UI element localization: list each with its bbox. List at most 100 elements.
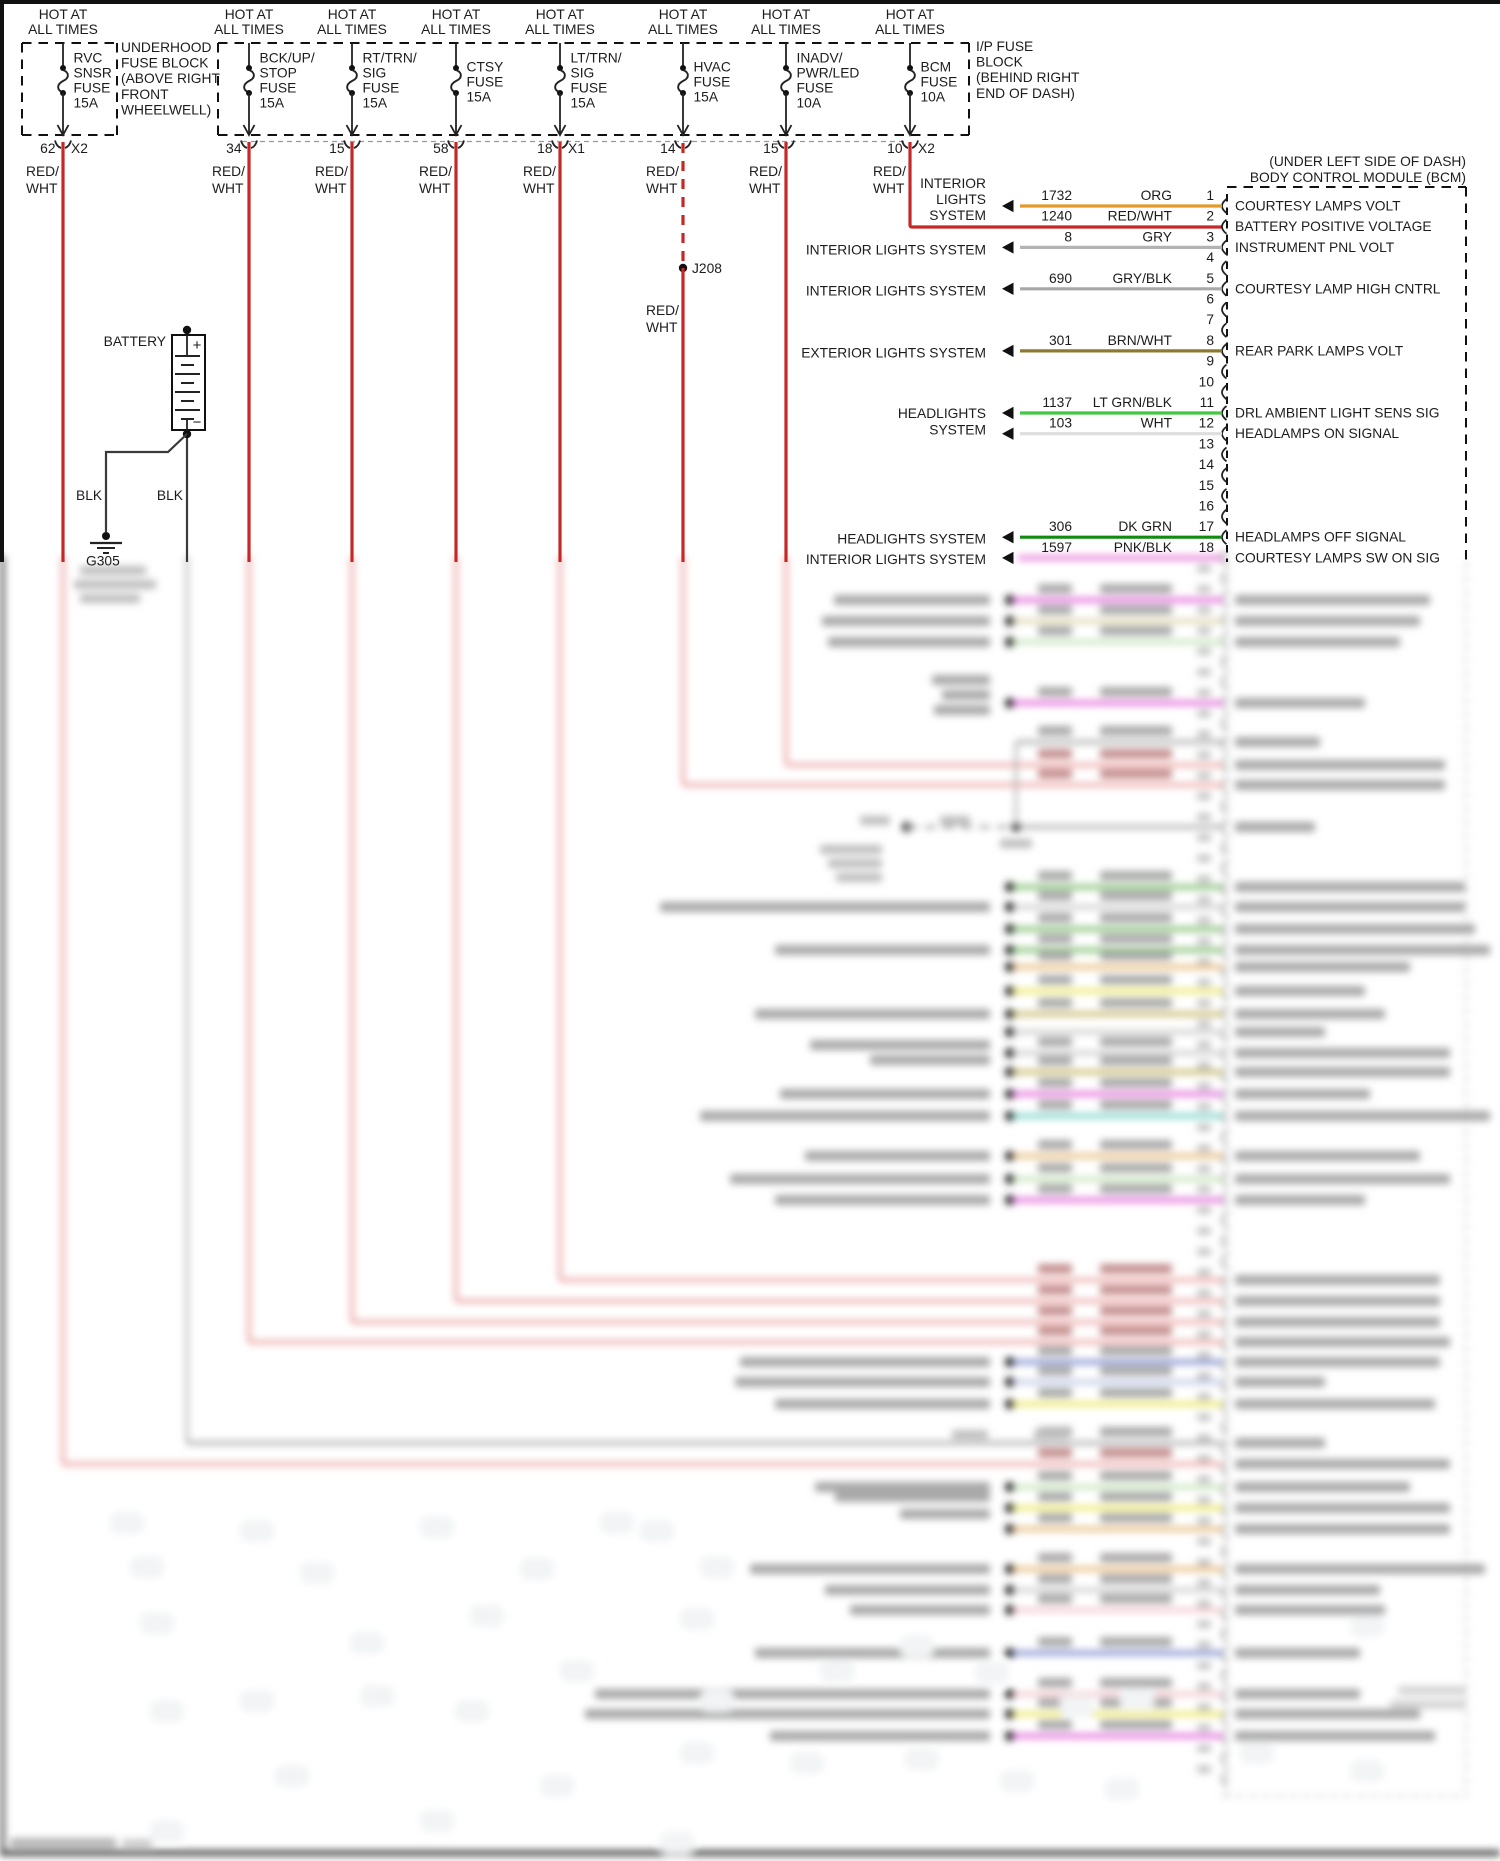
svg-text:GRY: GRY xyxy=(1142,229,1172,244)
svg-text:(UNDER LEFT SIDE OF DASH): (UNDER LEFT SIDE OF DASH) xyxy=(1269,154,1466,169)
svg-text:−: − xyxy=(193,414,202,431)
svg-text:SYSTEM: SYSTEM xyxy=(929,208,986,223)
svg-text:RVC: RVC xyxy=(74,51,103,66)
svg-text:(ABOVE RIGHT: (ABOVE RIGHT xyxy=(121,71,220,86)
svg-text:RED/: RED/ xyxy=(26,164,59,179)
svg-text:16: 16 xyxy=(1199,499,1215,514)
svg-text:FUSE: FUSE xyxy=(694,75,731,90)
svg-text:3: 3 xyxy=(1206,229,1214,244)
svg-text:(BEHIND RIGHT: (BEHIND RIGHT xyxy=(976,70,1080,85)
svg-text:EXTERIOR LIGHTS SYSTEM: EXTERIOR LIGHTS SYSTEM xyxy=(801,346,986,361)
svg-text:RED/: RED/ xyxy=(212,164,245,179)
svg-text:LIGHTS: LIGHTS xyxy=(936,192,986,207)
svg-text:SNSR: SNSR xyxy=(74,66,112,81)
svg-text:WHT: WHT xyxy=(315,181,347,196)
svg-text:FUSE: FUSE xyxy=(363,81,400,96)
svg-text:END OF DASH): END OF DASH) xyxy=(976,86,1075,101)
svg-text:WHT: WHT xyxy=(523,181,555,196)
svg-text:14: 14 xyxy=(1199,457,1215,472)
svg-text:HEADLIGHTS: HEADLIGHTS xyxy=(898,406,986,421)
svg-text:HVAC: HVAC xyxy=(694,60,731,75)
svg-text:1597: 1597 xyxy=(1041,540,1072,555)
svg-text:SIG: SIG xyxy=(571,66,595,81)
svg-text:8: 8 xyxy=(1206,333,1214,348)
svg-text:GRY/BLK: GRY/BLK xyxy=(1112,271,1172,286)
svg-text:WHEELWELL): WHEELWELL) xyxy=(121,102,211,117)
svg-text:HOT AT: HOT AT xyxy=(659,7,708,22)
svg-text:15A: 15A xyxy=(467,90,492,105)
svg-text:13: 13 xyxy=(1199,436,1215,451)
svg-text:I/P FUSE: I/P FUSE xyxy=(976,39,1033,54)
svg-text:G305: G305 xyxy=(86,554,120,569)
svg-text:15A: 15A xyxy=(571,96,596,111)
svg-text:ALL TIMES: ALL TIMES xyxy=(525,22,595,37)
svg-text:103: 103 xyxy=(1049,416,1072,431)
svg-text:RT/TRN/: RT/TRN/ xyxy=(363,51,417,66)
svg-text:SYSTEM: SYSTEM xyxy=(929,423,986,438)
svg-text:690: 690 xyxy=(1049,271,1072,286)
svg-text:301: 301 xyxy=(1049,333,1072,348)
svg-text:ALL TIMES: ALL TIMES xyxy=(421,22,491,37)
svg-text:COURTESY LAMPS SW ON SIG: COURTESY LAMPS SW ON SIG xyxy=(1235,550,1440,565)
svg-text:58: 58 xyxy=(433,141,449,156)
svg-text:INTERIOR LIGHTS SYSTEM: INTERIOR LIGHTS SYSTEM xyxy=(806,243,986,258)
svg-text:HEADLIGHTS SYSTEM: HEADLIGHTS SYSTEM xyxy=(837,532,986,547)
svg-text:2: 2 xyxy=(1206,209,1214,224)
svg-text:LT/TRN/: LT/TRN/ xyxy=(571,51,622,66)
svg-text:ALL TIMES: ALL TIMES xyxy=(751,22,821,37)
svg-text:4: 4 xyxy=(1206,250,1214,265)
svg-text:306: 306 xyxy=(1049,519,1072,534)
svg-text:9: 9 xyxy=(1206,354,1214,369)
svg-text:8: 8 xyxy=(1064,229,1072,244)
svg-text:10A: 10A xyxy=(921,90,946,105)
svg-text:15: 15 xyxy=(1199,478,1215,493)
svg-text:X1: X1 xyxy=(568,141,585,156)
svg-text:HOT AT: HOT AT xyxy=(39,7,88,22)
svg-text:BCK/UP/: BCK/UP/ xyxy=(260,51,315,66)
svg-text:X2: X2 xyxy=(918,141,935,156)
svg-text:BODY CONTROL MODULE (BCM): BODY CONTROL MODULE (BCM) xyxy=(1250,170,1466,185)
svg-text:11: 11 xyxy=(1200,395,1214,410)
svg-text:ALL TIMES: ALL TIMES xyxy=(875,22,945,37)
svg-text:15A: 15A xyxy=(694,90,719,105)
svg-text:WHT: WHT xyxy=(873,181,905,196)
svg-text:15: 15 xyxy=(329,141,345,156)
svg-text:34: 34 xyxy=(226,141,242,156)
svg-text:FUSE BLOCK: FUSE BLOCK xyxy=(121,56,209,71)
svg-text:15: 15 xyxy=(763,141,779,156)
svg-text:RED/: RED/ xyxy=(419,164,452,179)
svg-text:LT GRN/BLK: LT GRN/BLK xyxy=(1093,395,1173,410)
svg-text:14: 14 xyxy=(660,141,676,156)
svg-text:DRL AMBIENT LIGHT SENS SIG: DRL AMBIENT LIGHT SENS SIG xyxy=(1235,406,1439,421)
svg-text:1137: 1137 xyxy=(1042,395,1072,410)
svg-text:DK GRN: DK GRN xyxy=(1118,519,1172,534)
svg-text:ALL TIMES: ALL TIMES xyxy=(648,22,718,37)
svg-text:FUSE: FUSE xyxy=(260,81,297,96)
svg-text:17: 17 xyxy=(1199,519,1214,534)
svg-text:1: 1 xyxy=(1206,188,1214,203)
svg-text:INTERIOR LIGHTS SYSTEM: INTERIOR LIGHTS SYSTEM xyxy=(806,284,986,299)
svg-text:INTERIOR: INTERIOR xyxy=(920,176,986,191)
svg-text:10: 10 xyxy=(1199,374,1215,389)
svg-text:7: 7 xyxy=(1206,312,1214,327)
svg-text:ALL TIMES: ALL TIMES xyxy=(214,22,284,37)
svg-text:1732: 1732 xyxy=(1041,188,1072,203)
svg-text:WHT: WHT xyxy=(26,181,58,196)
svg-text:RED/: RED/ xyxy=(749,164,782,179)
svg-text:62: 62 xyxy=(40,141,55,156)
svg-text:RED/: RED/ xyxy=(646,164,679,179)
svg-text:RED/: RED/ xyxy=(523,164,556,179)
svg-text:BATTERY POSITIVE VOLTAGE: BATTERY POSITIVE VOLTAGE xyxy=(1235,219,1432,234)
svg-text:PNK/BLK: PNK/BLK xyxy=(1114,540,1173,555)
svg-text:BCM: BCM xyxy=(921,60,952,75)
svg-text:FUSE: FUSE xyxy=(467,75,504,90)
svg-text:6: 6 xyxy=(1206,292,1214,307)
svg-text:1240: 1240 xyxy=(1041,209,1072,224)
svg-text:ALL TIMES: ALL TIMES xyxy=(28,22,98,37)
svg-text:BLOCK: BLOCK xyxy=(976,55,1024,70)
svg-text:RED/: RED/ xyxy=(646,303,679,318)
svg-text:18: 18 xyxy=(537,141,553,156)
svg-text:RED/WHT: RED/WHT xyxy=(1108,209,1173,224)
svg-text:STOP: STOP xyxy=(260,66,297,81)
svg-text:10: 10 xyxy=(887,141,903,156)
